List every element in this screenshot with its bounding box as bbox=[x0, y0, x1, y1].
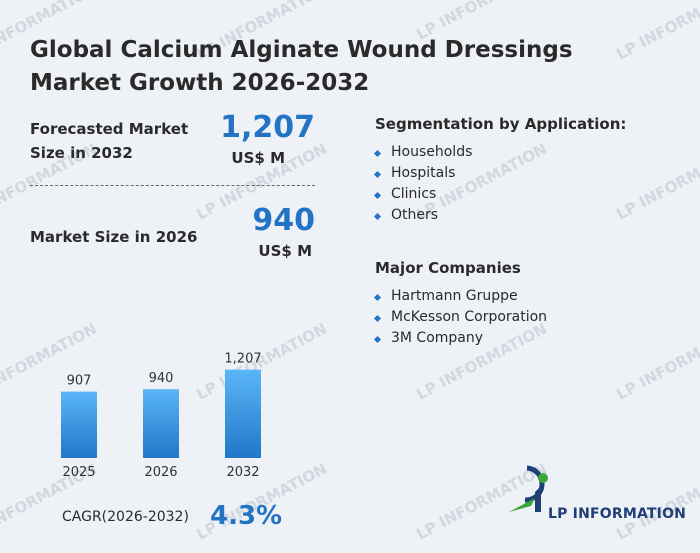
list-item: Households bbox=[373, 142, 473, 163]
list-item-label: Clinics bbox=[391, 186, 437, 202]
x-tick-label: 2026 bbox=[144, 465, 177, 480]
list-item: Hospitals bbox=[373, 163, 472, 184]
bar-value-label: 1,207 bbox=[224, 352, 261, 367]
list-item-label: Others bbox=[391, 207, 439, 223]
forecast-label: Forecasted Market Size in 2032 bbox=[30, 117, 188, 165]
list-item-label: 3M Company bbox=[391, 330, 484, 346]
x-tick-label: 2032 bbox=[226, 465, 259, 480]
logo-text: LP INFORMATION bbox=[548, 506, 687, 522]
forecast-label-line2: Size in 2032 bbox=[30, 144, 133, 162]
list-item-label: Households bbox=[391, 144, 473, 160]
companies-title: Major Companies bbox=[375, 259, 521, 277]
segmentation-list: Households Hospitals Clinics Others bbox=[373, 142, 473, 226]
segmentation-title: Segmentation by Application: bbox=[375, 115, 627, 133]
list-item-label: Hartmann Gruppe bbox=[391, 288, 518, 304]
bullet-icon bbox=[373, 170, 382, 179]
bullet-icon bbox=[373, 335, 382, 344]
lp-information-logo-icon bbox=[509, 465, 548, 512]
current-label: Market Size in 2026 bbox=[30, 228, 198, 246]
cagr-label: CAGR(2026-2032) bbox=[62, 509, 189, 525]
current-unit: US$ M bbox=[258, 242, 312, 260]
bullet-icon bbox=[373, 314, 382, 323]
bar-2026 bbox=[143, 389, 179, 458]
divider bbox=[30, 185, 315, 186]
cagr-value: 4.3% bbox=[210, 501, 283, 531]
bullet-icon bbox=[373, 149, 382, 158]
list-item-label: McKesson Corporation bbox=[391, 309, 548, 325]
list-item: Hartmann Gruppe bbox=[373, 286, 547, 307]
list-item: 3M Company bbox=[373, 328, 547, 349]
list-item: Clinics bbox=[373, 184, 472, 205]
bar-chart: 907 2025 940 2026 1,207 2032 bbox=[61, 352, 262, 480]
current-value: 940 bbox=[252, 203, 315, 238]
bar-2032 bbox=[225, 369, 261, 458]
list-item: Others bbox=[373, 205, 472, 226]
bullet-icon bbox=[373, 212, 382, 221]
list-item: McKesson Corporation bbox=[373, 307, 548, 328]
forecast-value: 1,207 bbox=[220, 110, 315, 145]
forecast-label-line1: Forecasted Market bbox=[30, 120, 189, 138]
bar-2025 bbox=[61, 391, 97, 458]
bar-value-label: 940 bbox=[149, 371, 174, 386]
companies-list: Hartmann Gruppe McKesson Corporation 3M … bbox=[373, 286, 548, 349]
bullet-icon bbox=[373, 191, 382, 200]
page-title: Global Calcium Alginate Wound Dressings … bbox=[30, 37, 573, 96]
x-tick-label: 2025 bbox=[62, 465, 95, 480]
forecast-unit: US$ M bbox=[231, 149, 285, 167]
list-item-label: Hospitals bbox=[391, 165, 456, 181]
bullet-icon bbox=[373, 293, 382, 302]
bar-value-label: 907 bbox=[67, 374, 92, 389]
